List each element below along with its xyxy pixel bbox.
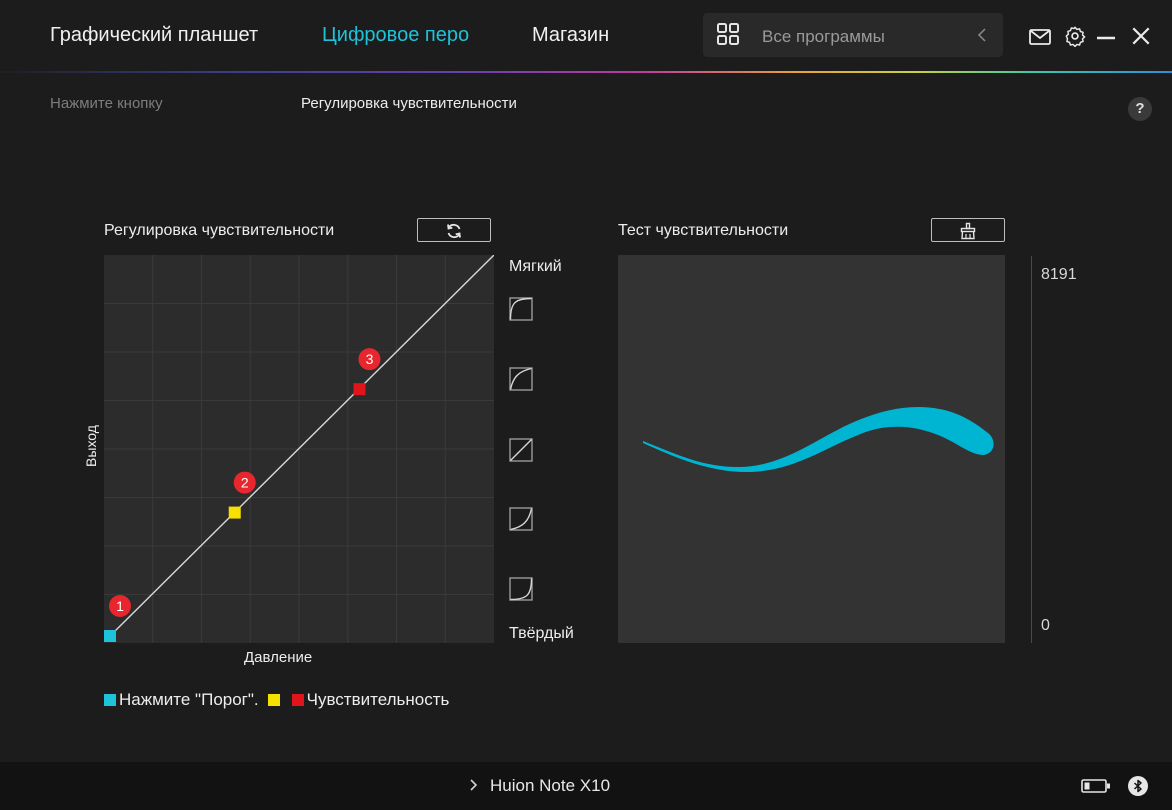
minimize-icon[interactable]: [1095, 27, 1117, 49]
help-icon[interactable]: ?: [1128, 97, 1152, 121]
header-gradient-divider: [0, 71, 1172, 73]
curve-point-2[interactable]: [228, 506, 241, 519]
mail-icon[interactable]: [1029, 26, 1051, 48]
curve-panel-title: Регулировка чувствительности: [104, 222, 335, 239]
curve-point-badge-3: [358, 348, 381, 371]
test-stroke-svg: [643, 407, 994, 473]
status-footer: Huion Note X10: [0, 762, 1172, 810]
curve-point-badge-1: [109, 595, 131, 617]
curve-point-number-1: 1: [116, 598, 124, 614]
program-selector-label: Все программы: [762, 27, 885, 46]
chevron-right-icon: [470, 776, 478, 796]
curve-legend: Нажмите "Порог". Чувствительность: [104, 689, 449, 711]
pressure-scale-max: 8191: [1041, 266, 1077, 283]
hard-label: Твёрдый: [509, 625, 574, 642]
curve-point-3[interactable]: [353, 383, 366, 396]
curve-point-number-2: 2: [241, 475, 249, 491]
tab-tablet[interactable]: Графический планшет: [50, 24, 259, 46]
refresh-icon: [447, 223, 461, 239]
legend-swatch-middle: [267, 694, 280, 706]
soft-label: Мягкий: [509, 258, 562, 275]
chevron-left-icon[interactable]: [977, 28, 987, 42]
preset-soft-icon[interactable]: [509, 367, 533, 391]
preset-softest-icon[interactable]: [509, 297, 533, 321]
curve-point-number-3: 3: [366, 351, 374, 367]
curve-grid: [104, 255, 494, 643]
curve-point-1[interactable]: [104, 630, 116, 642]
pressure-scale-min: 0: [1041, 617, 1050, 634]
test-brush-stroke: [643, 407, 994, 473]
clear-test-button[interactable]: [931, 218, 1005, 242]
battery-icon: [1081, 779, 1110, 793]
subtab-press-button[interactable]: Нажмите кнопку: [50, 95, 163, 112]
legend-swatch-sensitivity: [291, 694, 304, 706]
legend-threshold-label: Нажмите "Порог".: [119, 690, 259, 709]
gear-icon[interactable]: [1064, 25, 1086, 47]
preset-hardest-icon[interactable]: [509, 577, 533, 601]
preset-hard-icon[interactable]: [509, 507, 533, 531]
test-panel-title: Тест чувствительности: [618, 222, 789, 239]
pressure-test-canvas[interactable]: [618, 255, 1005, 643]
curve-svg[interactable]: 1 2 3: [104, 255, 494, 643]
program-selector[interactable]: Все программы: [703, 13, 1003, 57]
tab-digital-pen[interactable]: Цифровое перо: [322, 24, 470, 46]
sensitivity-curve-graph[interactable]: 1 2 3: [104, 255, 494, 643]
tab-store[interactable]: Магазин: [532, 24, 610, 46]
top-bar: Графический планшет Цифровое перо Магази…: [0, 0, 1172, 72]
legend-swatch-threshold: [104, 694, 116, 706]
reset-curve-button[interactable]: [417, 218, 491, 242]
curve-line: [109, 255, 494, 637]
preset-linear-icon[interactable]: [509, 438, 533, 462]
broom-icon: [960, 222, 976, 240]
y-axis-label: Выход: [82, 425, 99, 467]
device-name: Huion Note X10: [490, 776, 611, 795]
x-axis-label: Давление: [244, 649, 313, 666]
pressure-scale-line: [1031, 256, 1032, 643]
apps-grid-icon: [717, 23, 739, 45]
bluetooth-icon: [1128, 776, 1148, 796]
legend-sensitivity-label: Чувствительность: [306, 690, 450, 709]
close-icon[interactable]: [1130, 25, 1152, 47]
device-selector[interactable]: Huion Note X10: [470, 776, 610, 796]
curve-point-badge-2: [233, 471, 256, 494]
subtab-sensitivity[interactable]: Регулировка чувствительности: [301, 95, 517, 112]
